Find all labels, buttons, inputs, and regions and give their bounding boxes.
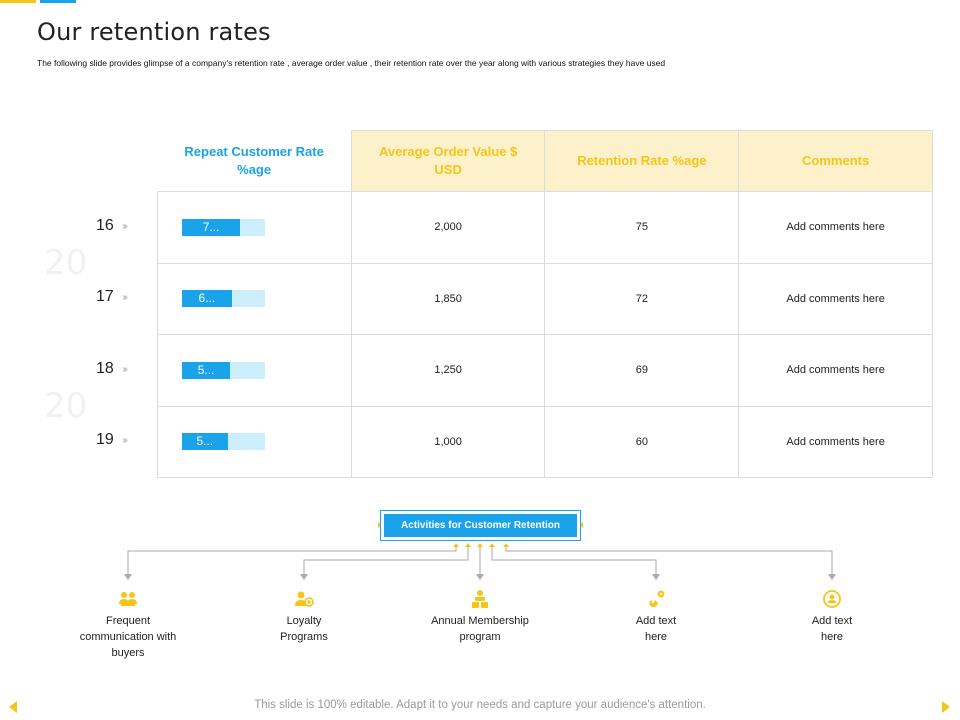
activity-label: Annual Membership (431, 615, 529, 627)
activities-header-label: Activities for Customer Retention (384, 514, 577, 537)
aov-cell: 2,000 (350, 191, 546, 264)
refresh-user-icon (823, 590, 841, 608)
chevrons-right-icon: ››› (122, 291, 128, 303)
year-label: 16 ››› (96, 216, 156, 236)
retention-cell: 75 (544, 191, 740, 264)
activity-item: Add text here (591, 589, 721, 645)
activity-label: Programs (280, 631, 328, 643)
progress-bar-track: 6... (182, 290, 265, 308)
year-label: 19 ››› (96, 430, 156, 450)
footer-note: This slide is 100% editable. Adapt it to… (254, 699, 706, 711)
table-row: 7... 2,000 75 Add comments here (157, 191, 933, 264)
year-label: 18 ››› (96, 359, 156, 379)
magnet-icon (649, 590, 665, 607)
year-prefix-watermark: 20 (44, 243, 88, 283)
retention-cell: 69 (544, 334, 740, 407)
year-number: 17 (96, 288, 114, 305)
repeat-rate-cell: 6... (157, 262, 352, 335)
header-retention-rate: Retention Rate %age (544, 130, 740, 192)
progress-bar-fill: 7... (182, 218, 241, 236)
activity-label: program (459, 631, 501, 643)
aov-cell: 1,250 (350, 334, 546, 407)
chevrons-right-icon: ››› (122, 363, 128, 375)
table-row: 5... 1,250 69 Add comments here (157, 334, 933, 407)
page-subtitle: The following slide provides glimpse of … (37, 58, 666, 68)
chevrons-right-icon: ››› (122, 220, 128, 232)
table-row: 5... 1,000 60 Add comments here (157, 405, 933, 478)
progress-bar-track: 5... (182, 433, 265, 451)
comment-cell[interactable]: Add comments here (738, 191, 933, 264)
repeat-rate-cell: 5... (157, 334, 352, 407)
aov-cell: 1,850 (350, 262, 546, 335)
activity-label: Add text (811, 615, 853, 627)
year-number: 19 (96, 431, 114, 448)
progress-bar-track: 7... (182, 218, 265, 236)
table-row: 6... 1,850 72 Add comments here (157, 262, 933, 335)
progress-bar-fill: 6... (182, 290, 232, 308)
comment-cell[interactable]: Add comments here (738, 405, 933, 478)
team-icon (119, 592, 137, 606)
retention-table: Repeat Customer Rate %age Average Order … (157, 130, 933, 478)
progress-bar-fill: 5... (182, 361, 231, 379)
year-prefix-watermark: 20 (44, 386, 88, 426)
retention-cell: 72 (544, 262, 740, 335)
membership-icon (472, 590, 488, 608)
year-number: 16 (96, 217, 114, 234)
activity-label: here (644, 631, 668, 643)
accent-bar-yellow (0, 0, 36, 3)
progress-bar-fill: 5... (182, 433, 228, 451)
activity-label: buyers (111, 647, 145, 659)
activity-item: Loyalty Programs (239, 589, 369, 645)
activity-item: Add text here (767, 589, 897, 645)
header-repeat-customer-rate: Repeat Customer Rate %age (157, 130, 352, 192)
activity-item: Frequent communication with buyers (63, 589, 193, 661)
activity-item: Annual Membership program (415, 589, 545, 645)
activity-label: Add text (635, 615, 677, 627)
header-average-order-value: Average Order Value $ USD (350, 130, 546, 192)
activity-label: Frequent (105, 615, 151, 627)
activities-header-box[interactable]: Activities for Customer Retention (380, 510, 581, 541)
previous-slide-arrow-icon[interactable] (9, 701, 17, 713)
year-number: 18 (96, 360, 114, 377)
repeat-rate-cell: 5... (157, 405, 352, 478)
accent-bar-blue (40, 0, 76, 3)
table-header-row: Repeat Customer Rate %age Average Order … (157, 130, 933, 192)
page-title: Our retention rates (37, 18, 271, 46)
loyalty-icon (295, 591, 314, 607)
header-comments: Comments (738, 130, 933, 192)
year-label: 17 ››› (96, 287, 156, 307)
activity-label: here (820, 631, 844, 643)
comment-cell[interactable]: Add comments here (738, 262, 933, 335)
progress-bar-track: 5... (182, 361, 265, 379)
comment-cell[interactable]: Add comments here (738, 334, 933, 407)
chevrons-right-icon: ››› (122, 434, 128, 446)
activity-label: communication with (79, 631, 177, 643)
next-slide-arrow-icon[interactable] (942, 701, 950, 713)
activity-label: Loyalty (286, 615, 322, 627)
repeat-rate-cell: 7... (157, 191, 352, 264)
